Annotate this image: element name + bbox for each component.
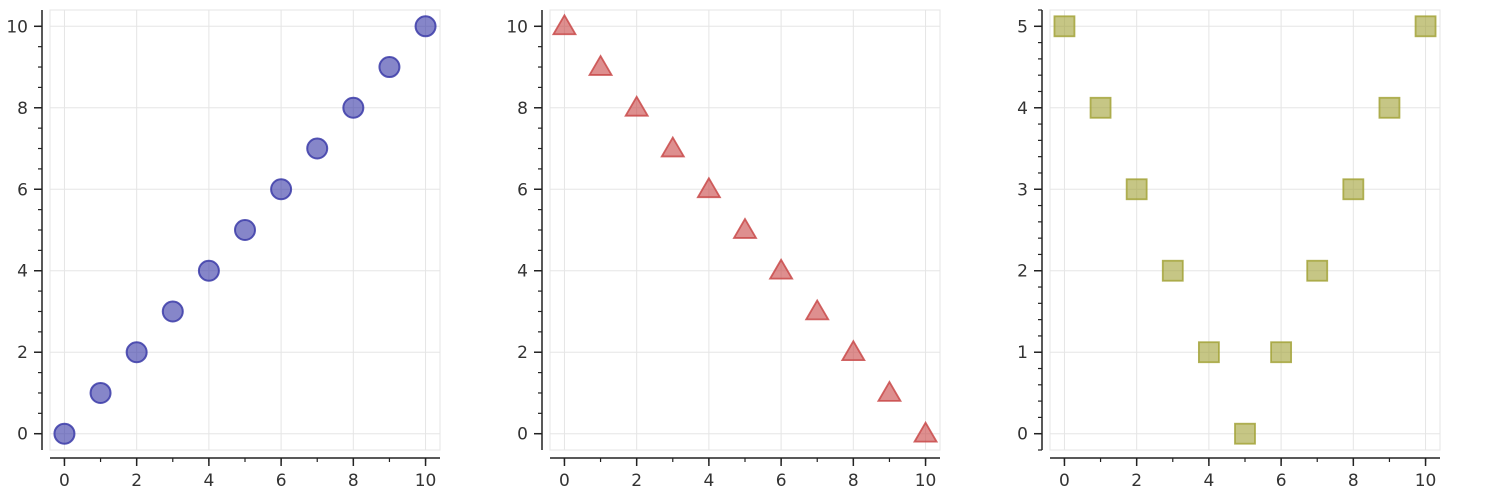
y-tick-label: 4 — [17, 262, 28, 282]
plot-area — [1049, 9, 1441, 451]
square-point — [1161, 259, 1184, 282]
y-tick-label: 2 — [1017, 262, 1028, 282]
y-tick-label: 4 — [1017, 99, 1028, 119]
x-tick-label: 10 — [1415, 471, 1437, 491]
x-tick-label: 4 — [703, 471, 714, 491]
circle-point — [89, 381, 112, 404]
x-tick-label: 2 — [1131, 471, 1142, 491]
y-tick-label: 8 — [17, 99, 28, 119]
circle-point — [306, 137, 329, 160]
y-tick-label: 0 — [517, 425, 528, 445]
x-tick-label: 2 — [631, 471, 642, 491]
triangle-point — [840, 339, 866, 362]
y-tick-label: 3 — [1017, 180, 1028, 200]
square-point — [1234, 422, 1256, 445]
circle-point — [378, 56, 401, 79]
circle-point — [270, 178, 293, 201]
circle-point — [161, 300, 184, 323]
y-tick-label: 6 — [517, 180, 528, 200]
square-point — [1270, 341, 1293, 364]
circle-point — [197, 259, 220, 282]
circle-point — [342, 96, 365, 119]
scatter-plot-circles: 0 2 4 6 8 10 0 2 4 6 8 10 — [6, 9, 441, 491]
circle-point — [414, 15, 437, 38]
y-tick-label: 0 — [17, 425, 28, 445]
x-tick-label: 4 — [1203, 471, 1214, 491]
triangle-point — [587, 54, 614, 76]
square-point — [1089, 96, 1112, 119]
scatter-plot-squares: 0 2 4 6 8 10 0 1 2 3 4 5 — [1017, 9, 1441, 491]
y-tick-label: 8 — [517, 99, 528, 119]
square-point — [1306, 259, 1329, 282]
x-tick-label: 10 — [915, 471, 937, 491]
triangle-point — [551, 13, 578, 36]
square-point — [1414, 15, 1437, 38]
y-tick-label: 4 — [517, 262, 528, 282]
y-tick-label: 2 — [517, 343, 528, 363]
square-point — [1378, 96, 1401, 119]
y-tick-label: 0 — [1017, 425, 1028, 445]
triangle-point — [876, 380, 903, 402]
x-tick-label: 6 — [776, 471, 787, 491]
y-tick-label: 2 — [17, 343, 28, 363]
x-tick-label: 8 — [1348, 471, 1359, 491]
y-tick-label: 10 — [6, 17, 28, 37]
x-tick-label: 8 — [348, 471, 359, 491]
y-tick-label: 5 — [1017, 17, 1028, 37]
triangle-point — [912, 420, 939, 443]
y-tick-label: 1 — [1017, 343, 1028, 363]
square-point — [1053, 15, 1076, 38]
square-point — [1197, 341, 1220, 364]
circle-point — [53, 422, 76, 445]
y-tick-label: 10 — [506, 17, 528, 37]
scatter-plot-triangles: 0 2 4 6 8 10 0 2 4 6 8 10 — [506, 9, 941, 491]
x-tick-label: 2 — [131, 471, 142, 491]
x-tick-label: 6 — [1276, 471, 1287, 491]
circle-point — [234, 219, 256, 241]
triangle-point — [696, 176, 722, 199]
x-tick-label: 6 — [276, 471, 287, 491]
x-tick-label: 4 — [203, 471, 214, 491]
triangle-point — [624, 94, 650, 117]
circle-point — [125, 341, 148, 364]
x-tick-label: 0 — [559, 471, 570, 491]
x-tick-label: 0 — [1059, 471, 1070, 491]
x-tick-label: 10 — [415, 471, 437, 491]
square-point — [1125, 178, 1148, 201]
triangle-point — [804, 298, 830, 321]
triangle-point — [732, 217, 758, 239]
triangle-point — [660, 135, 686, 158]
x-tick-label: 0 — [59, 471, 70, 491]
y-tick-label: 6 — [17, 180, 28, 200]
triangle-point — [768, 257, 794, 280]
square-point — [1342, 178, 1365, 201]
x-tick-label: 8 — [848, 471, 859, 491]
